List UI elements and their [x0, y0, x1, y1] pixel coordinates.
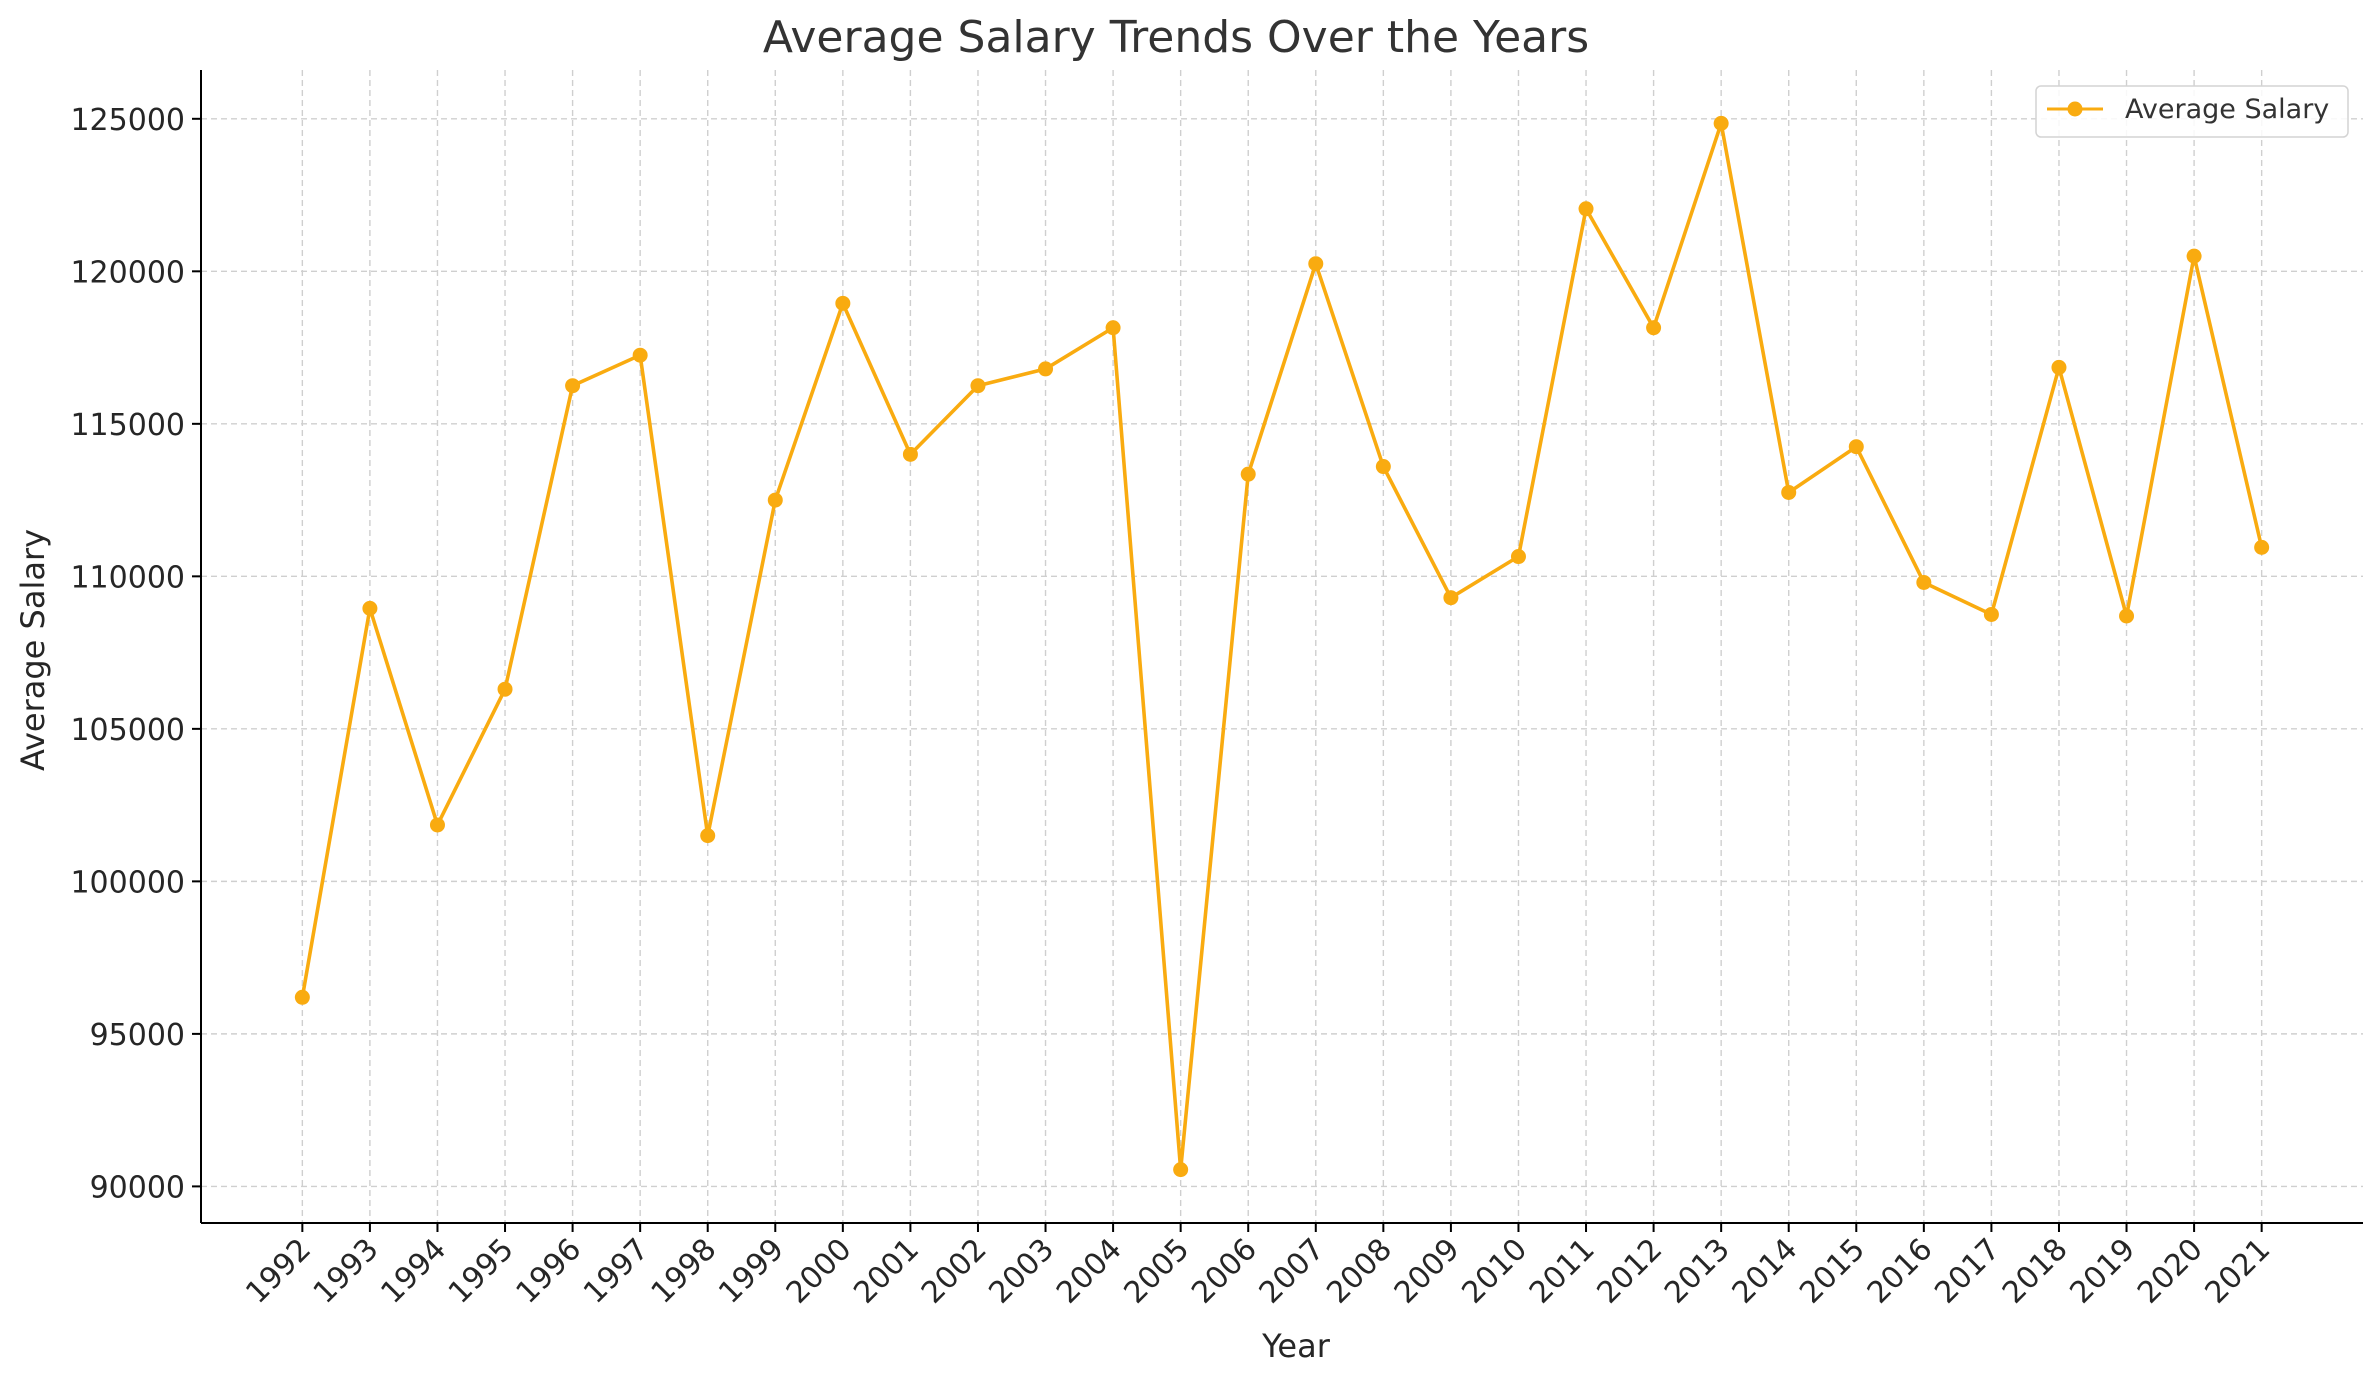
x-tick-label: 2014	[1726, 1232, 1805, 1311]
x-tick-label: 2000	[780, 1232, 859, 1311]
data-point	[2051, 359, 2067, 375]
data-point	[1105, 320, 1121, 336]
chart-title: Average Salary Trends Over the Years	[763, 12, 1589, 63]
x-tick-label: 1992	[239, 1232, 318, 1311]
data-point	[1646, 320, 1662, 336]
x-tick-label: 1994	[374, 1232, 453, 1311]
x-tick-label: 1995	[442, 1232, 521, 1311]
x-tick-label: 2004	[1050, 1232, 1129, 1311]
grid	[201, 70, 2363, 1223]
legend: Average Salary	[2035, 85, 2349, 138]
data-series	[294, 115, 2270, 1178]
legend-label: Average Salary	[2125, 94, 2329, 125]
x-tick-label: 2012	[1591, 1232, 1670, 1311]
data-point	[497, 681, 513, 697]
data-point	[2254, 539, 2270, 555]
data-point	[1781, 484, 1797, 500]
x-tick-label: 2018	[1996, 1232, 2075, 1311]
x-tick-label: 2008	[1320, 1232, 1399, 1311]
data-point	[565, 378, 581, 394]
x-tick-label: 1997	[577, 1232, 656, 1311]
x-tick-label: 2011	[1523, 1232, 1602, 1311]
data-point	[294, 989, 310, 1005]
data-point	[835, 295, 851, 311]
x-tick-label: 2001	[847, 1232, 926, 1311]
data-point	[429, 817, 445, 833]
x-tick-label: 2003	[982, 1232, 1061, 1311]
data-point	[1578, 201, 1594, 217]
x-tick-label: 2006	[1185, 1232, 1264, 1311]
data-point	[767, 492, 783, 508]
axes	[200, 70, 2363, 1224]
y-tick-label: 125000	[70, 103, 185, 138]
x-tick-label: 1993	[307, 1232, 386, 1311]
x-tick-label: 1996	[510, 1232, 589, 1311]
y-tick-label: 120000	[70, 255, 185, 290]
x-tick-label: 2013	[1658, 1232, 1737, 1311]
legend-swatch-marker	[2067, 101, 2083, 117]
y-axis-label: Average Salary	[14, 529, 52, 771]
data-point	[970, 378, 986, 394]
data-point	[1916, 574, 1932, 590]
x-axis-label: Year	[1261, 1327, 1331, 1365]
data-point	[700, 828, 716, 844]
data-point	[1510, 549, 1526, 565]
data-point	[1983, 606, 1999, 622]
data-point	[2119, 608, 2135, 624]
x-tick-label: 2020	[2131, 1232, 2210, 1311]
x-tick-label: 1998	[645, 1232, 724, 1311]
x-tick-label: 1999	[712, 1232, 791, 1311]
data-point	[1375, 459, 1391, 475]
y-tick-label: 110000	[70, 560, 185, 595]
data-point	[1308, 256, 1324, 272]
data-point	[1173, 1162, 1189, 1178]
y-tick-label: 90000	[90, 1170, 185, 1205]
x-tick-label: 2021	[2199, 1232, 2278, 1311]
x-tick-label: 2010	[1455, 1232, 1534, 1311]
data-point	[902, 446, 918, 462]
x-tick-label: 2015	[1793, 1232, 1872, 1311]
x-tick-label: 2007	[1253, 1232, 1332, 1311]
data-point	[632, 347, 648, 363]
x-tick-label: 2016	[1861, 1232, 1940, 1311]
x-tick-label: 2019	[2063, 1232, 2142, 1311]
data-point	[2186, 248, 2202, 264]
y-tick-label: 100000	[70, 865, 185, 900]
data-point	[1443, 590, 1459, 606]
legend-box	[2035, 85, 2349, 138]
data-point	[1848, 439, 1864, 455]
data-point	[362, 600, 378, 616]
x-tick-label: 2009	[1388, 1232, 1467, 1311]
data-point	[1240, 466, 1256, 482]
data-point	[1038, 361, 1054, 377]
x-tick-label: 2002	[915, 1232, 994, 1311]
x-tick-label: 2017	[1928, 1232, 2007, 1311]
y-tick-label: 115000	[70, 408, 185, 443]
data-point	[1713, 115, 1729, 131]
series-line	[300, 121, 2264, 1172]
y-tick-label: 105000	[70, 713, 185, 748]
y-tick-label: 95000	[90, 1018, 185, 1053]
x-tick-label: 2005	[1118, 1232, 1197, 1311]
